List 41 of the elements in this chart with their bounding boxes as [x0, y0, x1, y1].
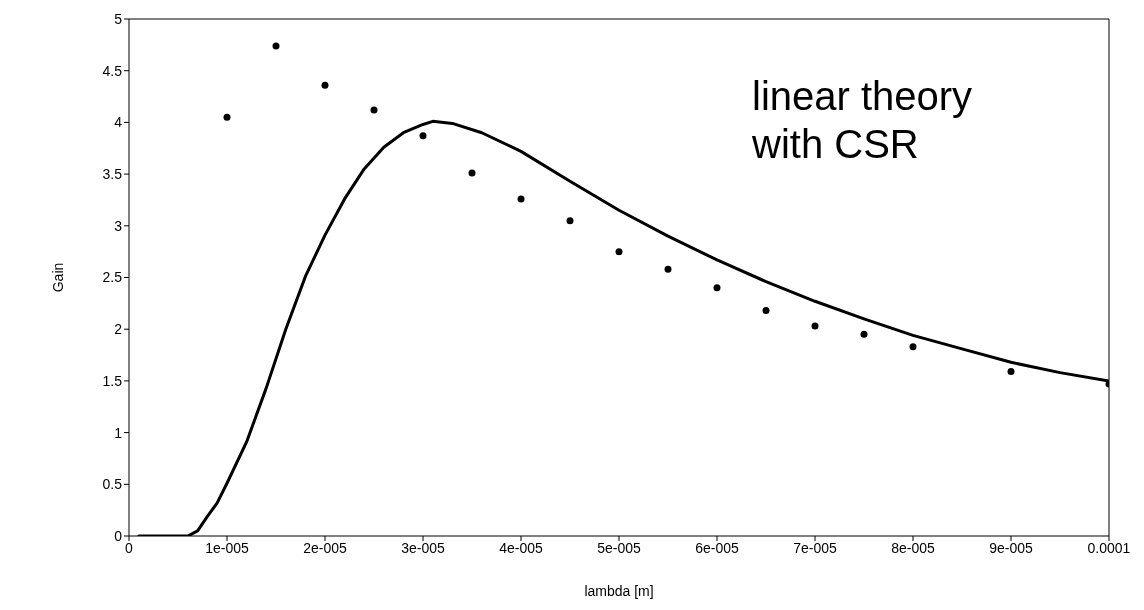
- point: [909, 343, 917, 351]
- x-tick-label: 7e-005: [793, 539, 838, 556]
- y-tick-label: 2: [114, 321, 123, 338]
- point: [468, 169, 476, 177]
- y-tick-label: 1: [114, 424, 123, 441]
- y-tick-label: 4.5: [102, 62, 123, 79]
- x-tick-label: 6e-005: [695, 539, 740, 556]
- x-tick-label: 5e-005: [597, 539, 642, 556]
- y-tick-label: 0.5: [102, 476, 123, 493]
- point: [615, 248, 623, 256]
- x-tick-label: 3e-005: [401, 539, 446, 556]
- point: [713, 284, 721, 292]
- point: [272, 42, 280, 50]
- point: [223, 113, 231, 121]
- x-tick-label: 0: [125, 539, 134, 556]
- y-tick-label: 4: [114, 114, 123, 131]
- point: [860, 330, 868, 338]
- x-axis-title: lambda [m]: [584, 583, 654, 599]
- x-tick-label: 1e-005: [205, 539, 250, 556]
- x-tick-label: 0.0001: [1087, 539, 1131, 556]
- x-tick-label: 8e-005: [891, 539, 936, 556]
- point: [370, 106, 378, 114]
- point: [664, 265, 672, 273]
- point: [321, 81, 329, 89]
- point: [517, 195, 525, 203]
- point: [566, 217, 574, 225]
- point: [1007, 368, 1015, 376]
- y-tick-label: 0: [114, 527, 123, 544]
- y-tick-label: 3: [114, 217, 123, 234]
- point: [811, 322, 819, 330]
- y-tick-label: 5: [114, 10, 123, 27]
- point: [762, 307, 770, 315]
- x-tick-label: 2e-005: [303, 539, 348, 556]
- y-tick-label: 2.5: [102, 269, 123, 286]
- y-axis-title: Gain: [49, 262, 66, 293]
- y-tick-label: 3.5: [102, 166, 123, 183]
- x-tick-label: 9e-005: [989, 539, 1034, 556]
- point: [419, 132, 427, 140]
- x-tick-label: 4e-005: [499, 539, 544, 556]
- y-tick-label: 1.5: [102, 372, 123, 389]
- annotation: linear theory with CSR: [752, 73, 973, 168]
